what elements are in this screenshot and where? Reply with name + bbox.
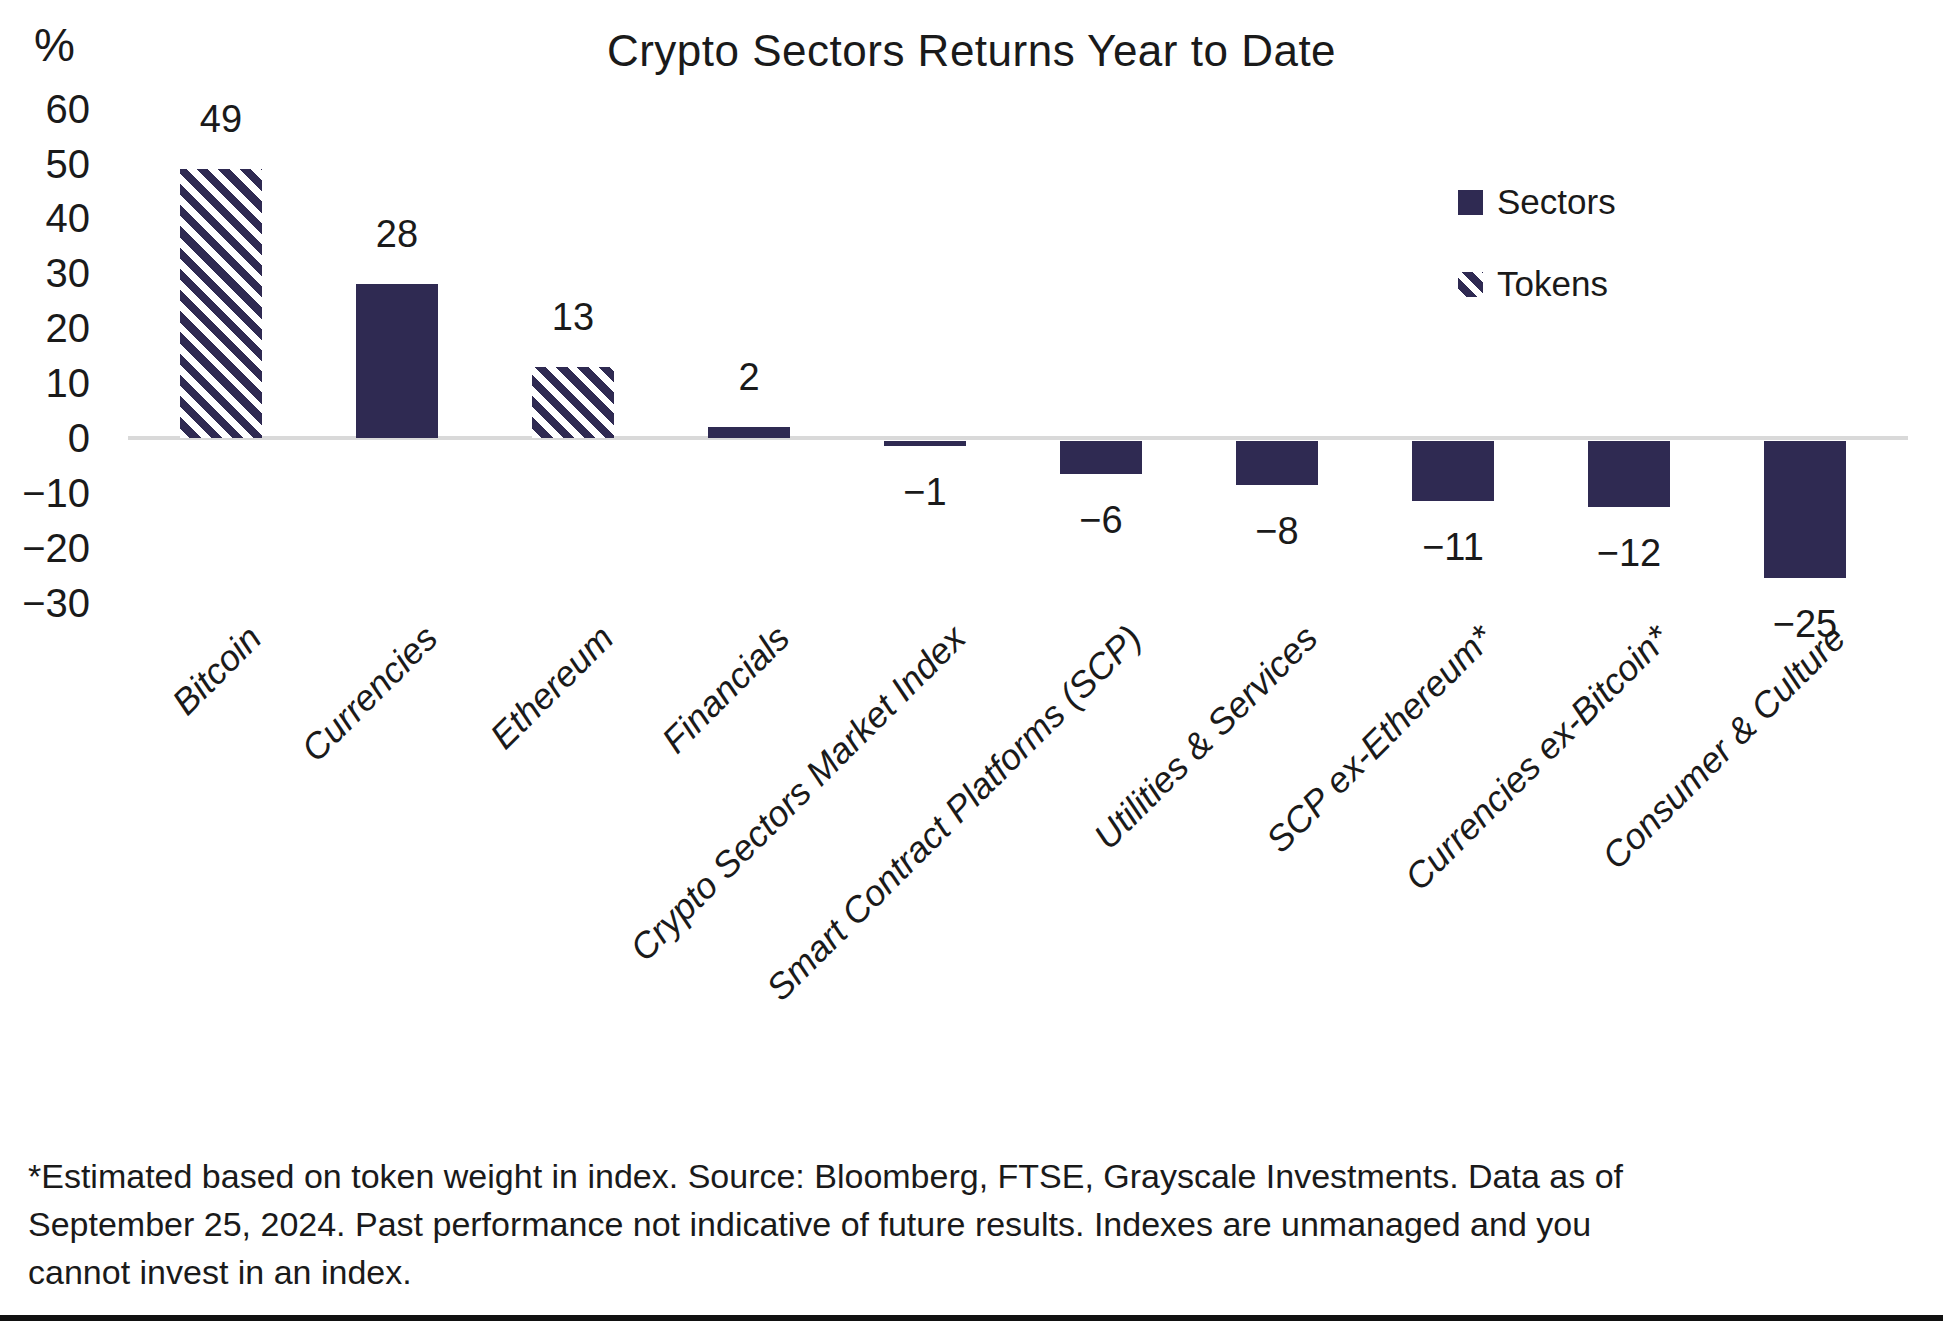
y-tick-label: 50 (0, 144, 90, 184)
x-tick-label: Currencies (294, 618, 445, 769)
y-tick-label: 30 (0, 253, 90, 293)
crypto-returns-chart: % Crypto Sectors Returns Year to Date Se… (0, 0, 1943, 1321)
bottom-rule (0, 1315, 1943, 1321)
y-tick-label: 0 (0, 418, 90, 458)
value-label: −1 (845, 472, 1005, 512)
sectors-swatch-icon (1458, 190, 1483, 215)
value-label: −8 (1197, 511, 1357, 551)
legend-label-sectors: Sectors (1497, 182, 1616, 222)
value-label: −11 (1373, 527, 1533, 567)
y-tick-label: 40 (0, 198, 90, 238)
footnote-line: September 25, 2024. Past performance not… (28, 1200, 1623, 1248)
bar (356, 284, 438, 438)
x-tick-label: Financials (654, 618, 797, 761)
bar (1236, 441, 1318, 485)
y-tick-label: 10 (0, 363, 90, 403)
tokens-swatch-icon (1458, 272, 1483, 297)
value-label: 2 (669, 357, 829, 397)
footnote: *Estimated based on token weight in inde… (28, 1152, 1623, 1296)
value-label: 49 (141, 99, 301, 139)
bar (884, 441, 966, 446)
footnote-line: *Estimated based on token weight in inde… (28, 1152, 1623, 1200)
value-label: 28 (317, 214, 477, 254)
y-tick-label: 20 (0, 308, 90, 348)
x-tick-label: Crypto Sectors Market Index (622, 618, 973, 969)
footnote-line: cannot invest in an index. (28, 1248, 1623, 1296)
bar (1588, 441, 1670, 507)
chart-title: Crypto Sectors Returns Year to Date (0, 26, 1943, 76)
bar (1060, 441, 1142, 474)
y-tick-label: −20 (0, 528, 90, 568)
x-tick-label: Ethereum (483, 618, 622, 757)
legend-item-sectors: Sectors (1458, 182, 1616, 222)
y-tick-label: 60 (0, 89, 90, 129)
bar (180, 169, 262, 438)
x-tick-label: Bitcoin (165, 618, 270, 723)
value-label: 13 (493, 297, 653, 337)
value-label: −6 (1021, 500, 1181, 540)
bar (532, 367, 614, 438)
x-tick-label: Smart Contract Platforms (SCP) (759, 618, 1149, 1008)
bar (1764, 441, 1846, 578)
y-tick-label: −10 (0, 473, 90, 513)
value-label: −12 (1549, 533, 1709, 573)
legend-item-tokens: Tokens (1458, 264, 1608, 304)
legend-label-tokens: Tokens (1497, 264, 1608, 304)
bar (1412, 441, 1494, 501)
y-tick-label: −30 (0, 583, 90, 623)
bar (708, 427, 790, 438)
